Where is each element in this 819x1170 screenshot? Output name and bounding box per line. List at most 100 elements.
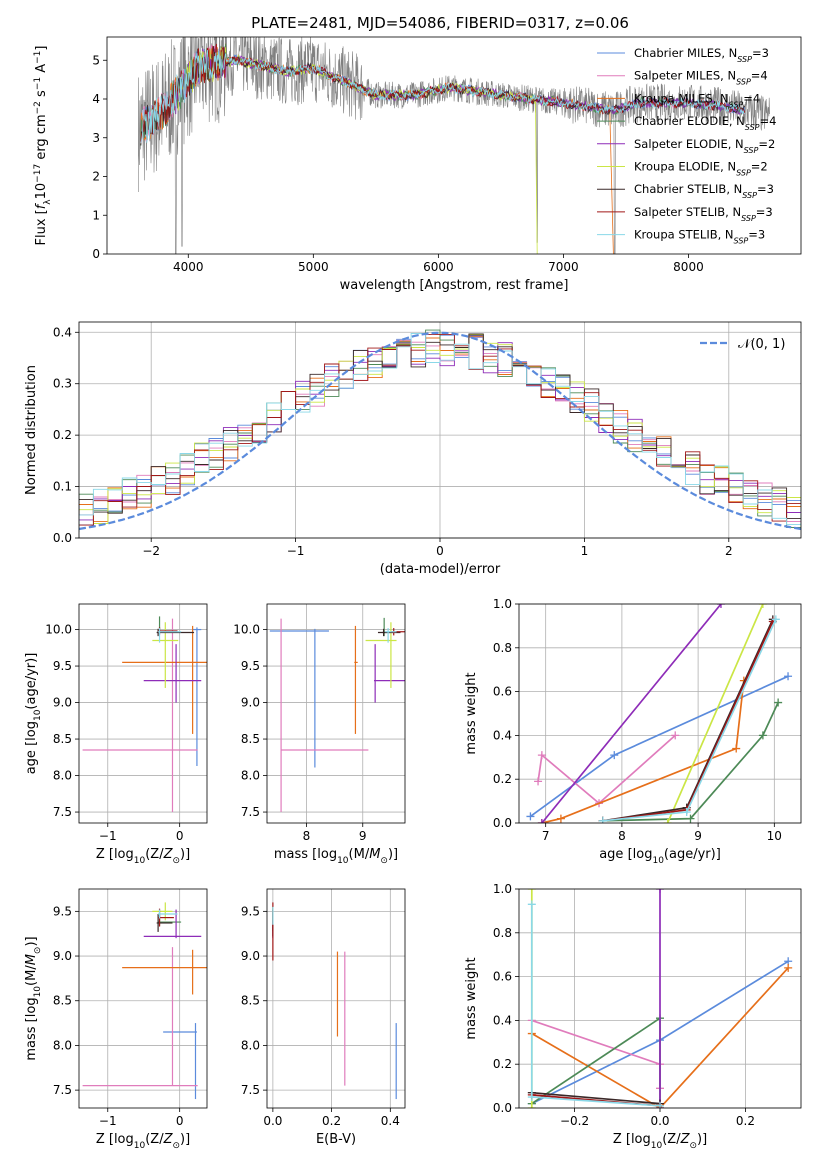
y-tick-label: 8.5 (53, 732, 72, 746)
x-tick-label: 8000 (673, 260, 704, 274)
series-marker (771, 615, 780, 624)
series-marker (527, 889, 536, 893)
series-line (541, 604, 722, 823)
mass-weight-series (598, 615, 780, 823)
figure-title: PLATE=2481, MJD=54086, FIBERID=0317, z=0… (251, 14, 629, 32)
error-bar-point (122, 949, 207, 995)
series-marker (758, 731, 767, 740)
legend-label: Chabrier MILES, NSSP=3 (634, 46, 769, 64)
x-tick-label: 7000 (548, 260, 579, 274)
y-tick-label: 1 (92, 208, 100, 222)
series-marker (527, 900, 536, 909)
legend-label: Kroupa STELIB, NSSP=3 (634, 228, 765, 246)
series-line (530, 904, 661, 1107)
y-tick-label: 8.0 (241, 1038, 260, 1052)
y-tick-label: 10.0 (233, 623, 260, 637)
x-tick-label: 9 (694, 829, 702, 843)
error-bar-point (152, 622, 179, 688)
error-bar-point (143, 644, 202, 703)
x-tick-label: 0 (176, 829, 184, 843)
x-tick-label: 4000 (173, 260, 204, 274)
x-tick-label: 0 (436, 544, 444, 558)
axes-frame (78, 321, 802, 539)
y-tick-label: 9.0 (241, 949, 260, 963)
series-line (602, 618, 774, 822)
y-tick-label: 8.5 (241, 994, 260, 1008)
tick-labels: 0.0 0.2 0.4 7.5 8.0 8.5 9.0 9.5 (241, 904, 400, 1128)
series-marker (663, 819, 672, 823)
axes-frame (78, 603, 208, 824)
x-tick-label: 9 (359, 829, 367, 843)
series-marker (610, 751, 619, 760)
x-axis-label: (data-model)/error (380, 562, 501, 577)
series-line (529, 675, 789, 818)
error-bar-point (158, 627, 178, 635)
legend-label: Chabrier STELIB, NSSP=3 (634, 182, 774, 200)
y-tick-label: 9.5 (53, 904, 72, 918)
series-marker (774, 698, 783, 707)
x-axis-label: age [log10(age/yr)] (599, 847, 721, 866)
model-spectrum-line (140, 50, 745, 144)
y-tick-label: 7.5 (241, 1083, 260, 1097)
x-tick-label: 0.4 (381, 1114, 400, 1128)
y-tick-label: 8.0 (241, 769, 260, 783)
residuals-panel: −2 −1 0 1 2 0.0 0.1 0.2 0.3 0.4 (data-model)/error… (24, 321, 802, 577)
x-tick-label: 5000 (298, 260, 329, 274)
error-bar-point (280, 618, 369, 813)
y-tick-label: 1.0 (493, 597, 512, 611)
x-tick-label: −1 (99, 829, 117, 843)
x-tick-label: −1 (99, 1114, 117, 1128)
y-tick-label: 5 (92, 53, 100, 67)
error-bar-point (385, 628, 397, 643)
tick-labels: −1 0 7.5 8.0 8.5 9.0 9.5 10.0 (45, 623, 183, 843)
series-marker (716, 604, 725, 608)
x-tick-label: 10 (767, 829, 782, 843)
error-bar-point (192, 627, 202, 767)
legend-label: Salpeter MILES, NSSP=4 (634, 69, 768, 87)
y-tick-label: 3 (92, 131, 100, 145)
series-marker (534, 777, 543, 786)
legend-label: Kroupa MILES, NSSP=4 (634, 91, 760, 109)
error-bar-point (82, 947, 198, 1087)
x-tick-label: −1 (287, 544, 305, 558)
mass-weight-series (663, 604, 767, 823)
age-vs-mass-panel: 8 9 7.5 8.0 8.5 9.0 9.5 10.0 mass [log10(M/M⊙)] (233, 603, 406, 866)
mass-weight-series (526, 672, 793, 821)
x-tick-label: 6000 (423, 260, 454, 274)
y-tick-label: 2 (92, 170, 100, 184)
mass-vs-metallicity-panel: −1 0 7.5 8.0 8.5 9.0 9.5 Z [log10(Z/Z⊙)] mass [l… (24, 888, 208, 1151)
y-tick-label: 0.4 (493, 728, 512, 742)
mass-vs-reddening-panel: 0.0 0.2 0.4 7.5 8.0 8.5 9.0 9.5 E(B-V) (241, 888, 406, 1147)
y-tick-label: 9.5 (53, 659, 72, 673)
series-marker (527, 1104, 536, 1108)
x-tick-label: 0.0 (263, 1114, 282, 1128)
mass-weight-vs-metallicity-panel: −0.2 0.0 0.2 0.0 0.2 0.4 0.6 0.8 1.0 Z [log10(Z/Z… (464, 882, 802, 1151)
y-tick-label: 0.6 (493, 970, 512, 984)
mass-weight-series (537, 604, 725, 823)
mass-weight-vs-age-panel: 7 8 9 10 0.0 0.2 0.4 0.6 0.8 1.0 age [log10(age/yr… (464, 597, 802, 866)
legend-label: 𝒩(0, 1) (738, 337, 785, 352)
residual-histogram (79, 333, 801, 532)
spectrum-legend: Chabrier MILES, NSSP=3 Salpeter MILES, NS… (597, 46, 776, 245)
series-marker (682, 808, 691, 817)
mass-weight-series (527, 900, 664, 1108)
y-tick-label: 0.8 (493, 641, 512, 655)
y-axis-label: Flux [fλ10−17 erg cm−2 s−1 A−1] (33, 46, 53, 246)
y-tick-label: 0.4 (493, 1013, 512, 1027)
series-line (541, 680, 745, 823)
tick-labels: −1 0 7.5 8.0 8.5 9.0 9.5 (53, 904, 184, 1128)
y-tick-label: 0.3 (53, 377, 72, 391)
x-axis-label: Z [log10(Z/Z⊙)] (96, 847, 190, 866)
y-tick-label: 0.6 (493, 685, 512, 699)
legend-label: Chabrier ELODIE, NSSP=4 (634, 114, 776, 132)
residual-histogram (79, 333, 801, 532)
tick-labels: 8 9 7.5 8.0 8.5 9.0 9.5 10.0 (233, 623, 366, 843)
x-tick-label: −2 (142, 544, 160, 558)
x-tick-label: 0.2 (322, 1114, 341, 1128)
series-marker (656, 889, 664, 893)
y-tick-label: 8.0 (53, 1038, 72, 1052)
y-tick-label: 7.5 (241, 805, 260, 819)
x-axis-label: mass [log10(M/M⊙)] (274, 847, 398, 866)
y-tick-label: 0.4 (53, 325, 72, 339)
